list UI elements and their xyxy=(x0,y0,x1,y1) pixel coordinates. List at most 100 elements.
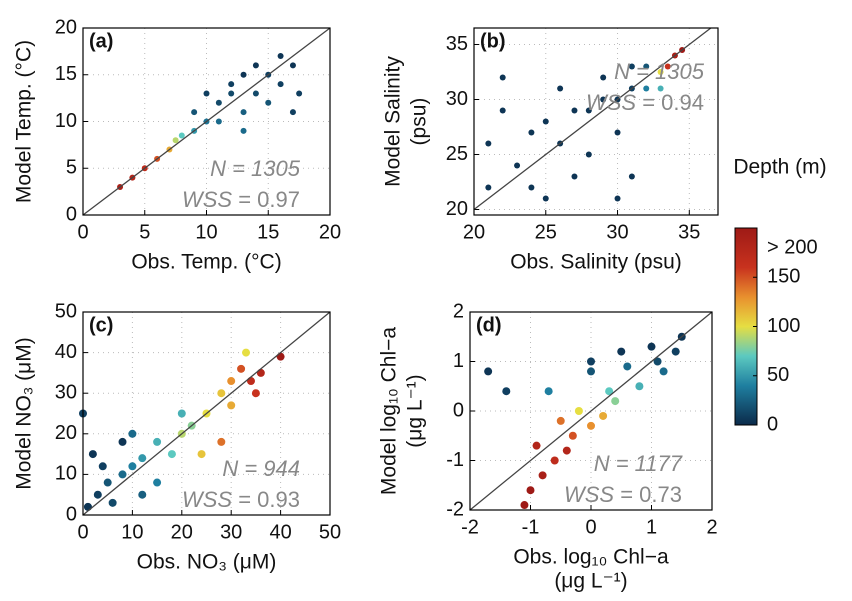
point xyxy=(526,486,535,495)
wss-annotation: WSS = 0.94 xyxy=(586,90,704,115)
axes-frame xyxy=(82,311,331,516)
x-tick-label: 15 xyxy=(257,221,279,243)
y-tick-label: 35 xyxy=(446,33,468,55)
axes-frame xyxy=(469,311,713,511)
wss-value: = 0.94 xyxy=(642,90,704,115)
wss-label: WSS xyxy=(564,482,614,507)
point xyxy=(128,462,137,471)
n-label: N = 1177 xyxy=(594,451,683,476)
wss-label: WSS xyxy=(586,90,636,115)
point xyxy=(138,490,147,499)
point xyxy=(605,387,614,396)
y-tick-label: 20 xyxy=(55,422,77,444)
point xyxy=(538,471,547,480)
x-tick-label: 10 xyxy=(195,221,217,243)
point xyxy=(172,137,179,144)
point xyxy=(585,107,592,114)
point xyxy=(502,387,511,396)
x-tick-label: 20 xyxy=(319,221,341,243)
point xyxy=(98,462,107,471)
point xyxy=(203,90,210,97)
point xyxy=(251,389,260,398)
point xyxy=(659,367,668,376)
point xyxy=(256,368,265,377)
point xyxy=(574,407,583,415)
x-axis-label: Obs. Temp. (°C) xyxy=(131,251,281,274)
wss-label: WSS xyxy=(182,187,232,212)
x-tick-label: 10 xyxy=(121,521,143,543)
colorbar-title: Depth (m) xyxy=(733,156,826,179)
y-axis-label: (psu) xyxy=(408,98,431,146)
x-tick-label: 0 xyxy=(77,521,88,543)
y-tick-label: 20 xyxy=(55,16,77,38)
y-tick-label: 10 xyxy=(55,463,77,485)
point xyxy=(623,362,632,371)
point xyxy=(118,437,127,446)
y-tick-label: 30 xyxy=(446,88,468,110)
x-tick-label: 5 xyxy=(139,221,150,243)
point xyxy=(557,85,564,92)
point xyxy=(671,347,680,356)
x-tick-label: 0 xyxy=(77,221,88,243)
point xyxy=(215,99,222,106)
point xyxy=(499,107,506,114)
point xyxy=(635,382,644,391)
x-tick-label: -1 xyxy=(522,516,540,538)
y-tick-label: 15 xyxy=(55,63,77,85)
panel-label: (b) xyxy=(480,30,506,52)
y-axis-label: Model Salinity xyxy=(382,56,405,187)
point xyxy=(485,140,492,147)
n-label: N = 1305 xyxy=(614,59,705,84)
point xyxy=(550,456,559,465)
x-tick-label: 35 xyxy=(678,221,700,243)
wss-value: = 0.73 xyxy=(620,482,682,507)
point xyxy=(653,357,662,366)
point xyxy=(237,364,246,373)
colorbar-tick-label: > 200 xyxy=(767,236,818,258)
point xyxy=(138,454,147,463)
x-axis-label: Obs. NO₃ (μM) xyxy=(137,551,277,574)
point xyxy=(83,502,92,511)
axes-frame xyxy=(473,27,719,216)
point xyxy=(587,367,595,376)
point xyxy=(614,129,621,136)
point xyxy=(240,109,247,116)
x-tick-label: 40 xyxy=(269,521,291,543)
point xyxy=(568,431,577,440)
x-axis-label: Obs. log₁₀ Chl−a xyxy=(513,546,669,569)
y-tick-label: 5 xyxy=(66,157,77,179)
y-tick-label: 0 xyxy=(453,399,464,421)
point xyxy=(657,69,664,75)
point xyxy=(542,195,549,202)
point xyxy=(628,63,635,70)
one-to-one-line xyxy=(82,311,331,516)
x-axis-label: (μg L⁻¹) xyxy=(554,570,627,593)
point xyxy=(528,129,535,136)
point xyxy=(484,367,493,376)
point xyxy=(664,63,671,70)
y-axis-label: Model NO₃ (μM) xyxy=(13,337,36,490)
point xyxy=(647,342,656,351)
point xyxy=(614,195,621,202)
point xyxy=(499,74,506,81)
wss-value: = 0.97 xyxy=(238,187,300,212)
point xyxy=(571,107,578,114)
point xyxy=(217,437,226,446)
point xyxy=(556,416,565,425)
colorbar-tick-label: 150 xyxy=(767,266,800,288)
point xyxy=(289,62,296,69)
x-tick-label: 2 xyxy=(706,516,717,538)
y-axis-label: (μg L⁻¹) xyxy=(404,374,427,447)
point xyxy=(544,387,553,396)
point xyxy=(296,90,303,97)
point xyxy=(571,173,578,180)
n-label: N = 944 xyxy=(222,456,300,481)
point xyxy=(542,118,549,125)
x-tick-label: 20 xyxy=(463,221,485,243)
point xyxy=(277,81,284,88)
plot-area xyxy=(474,28,718,215)
y-tick-label: 20 xyxy=(446,198,468,220)
x-tick-label: 30 xyxy=(220,521,242,543)
point xyxy=(587,421,595,430)
